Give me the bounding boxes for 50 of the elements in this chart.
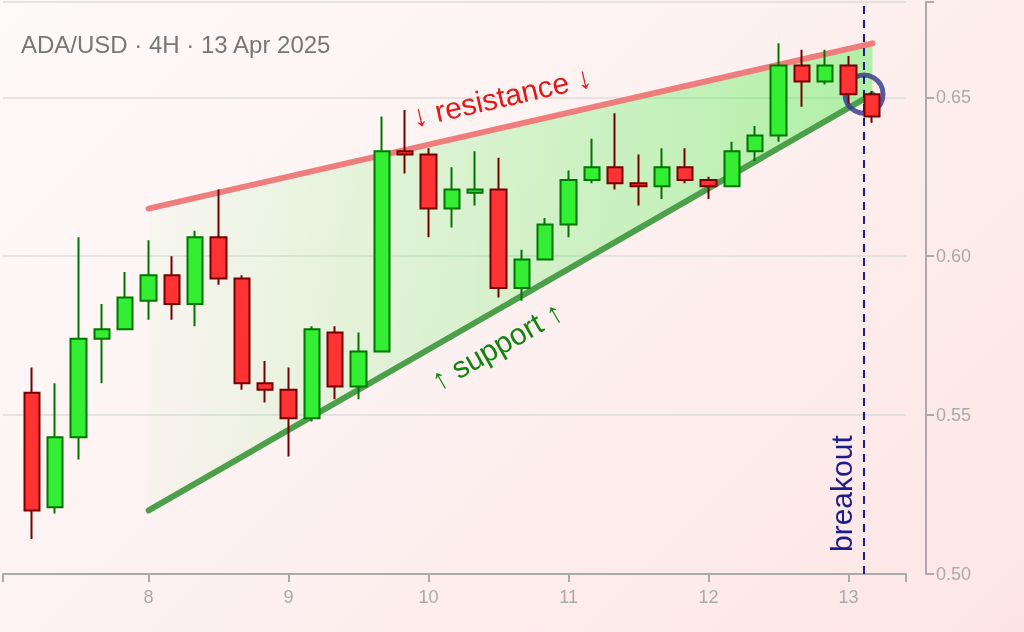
x-tick-label: 10 bbox=[418, 587, 439, 607]
x-tick-label: 11 bbox=[559, 587, 578, 607]
candlestick bbox=[139, 239, 158, 321]
candlestick bbox=[23, 366, 41, 541]
candlestick bbox=[513, 248, 531, 302]
x-tick-label: 13 bbox=[838, 587, 859, 607]
candlestick bbox=[256, 360, 274, 404]
candlestick bbox=[746, 124, 764, 162]
candlestick bbox=[209, 188, 228, 286]
candlestick bbox=[303, 325, 321, 423]
candlestick bbox=[396, 109, 414, 175]
candlestick bbox=[536, 217, 554, 261]
annotation: ↓ resistance ↓ bbox=[408, 60, 595, 134]
x-tick-label: 9 bbox=[283, 587, 294, 607]
y-tick-label: 0.50 bbox=[936, 564, 972, 584]
ref-line-label: breakout bbox=[824, 434, 858, 552]
candlestick bbox=[163, 255, 181, 321]
y-tick-label: 0.55 bbox=[936, 405, 972, 426]
candlestick bbox=[723, 140, 741, 188]
candlestick bbox=[699, 175, 718, 201]
candlestick bbox=[629, 153, 648, 207]
candlestick bbox=[863, 89, 881, 124]
candlestick bbox=[559, 169, 578, 239]
candlestick bbox=[839, 55, 858, 105]
candlestick bbox=[186, 229, 204, 328]
candlestick bbox=[816, 48, 834, 86]
candlestick bbox=[46, 382, 64, 515]
candlestick bbox=[116, 271, 134, 331]
text: ADA/USD · 4H · 13 Apr 2025 bbox=[21, 30, 331, 58]
candlestick bbox=[583, 137, 601, 185]
x-tick-label: 12 bbox=[698, 587, 719, 607]
y-tick-label: 0.65 bbox=[936, 87, 972, 108]
candlestick bbox=[769, 42, 788, 143]
candlestick bbox=[93, 302, 111, 385]
candlestick bbox=[233, 274, 251, 391]
candlestick bbox=[676, 147, 694, 185]
candlestick bbox=[349, 331, 368, 401]
candlestick bbox=[373, 115, 391, 353]
candlestick bbox=[69, 236, 88, 461]
candlestick bbox=[606, 112, 624, 191]
candlestick bbox=[419, 147, 438, 239]
candlestick bbox=[466, 150, 484, 207]
x-tick-label: 8 bbox=[143, 587, 154, 607]
candlestick bbox=[489, 156, 508, 299]
candlestick bbox=[326, 325, 344, 401]
candlestick bbox=[279, 366, 298, 458]
candlestick bbox=[653, 147, 671, 201]
candlestick bbox=[793, 48, 811, 108]
candlestick bbox=[443, 166, 461, 229]
y-tick-label: 0.60 bbox=[936, 246, 972, 267]
